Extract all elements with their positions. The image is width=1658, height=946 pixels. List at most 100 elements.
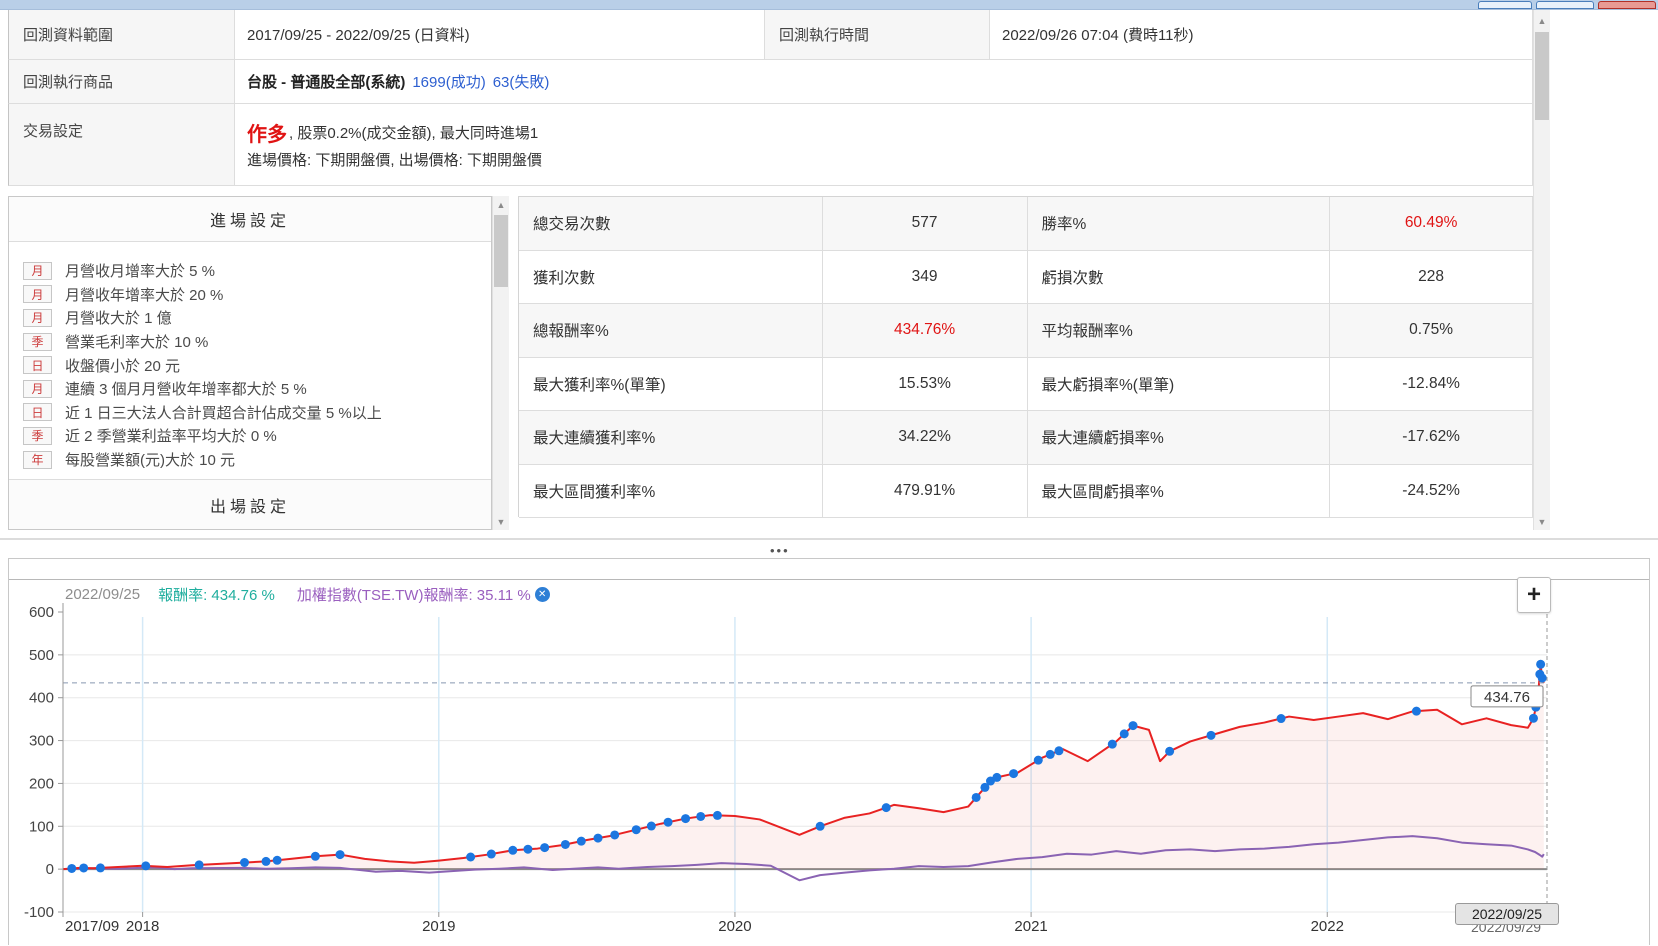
svg-text:2021: 2021 — [1014, 918, 1047, 935]
stats-table-row: 最大區間獲利率% 479.91% 最大區間虧損率% -24.52% — [519, 464, 1533, 518]
frequency-tag: 月 — [23, 379, 52, 398]
entry-settings-header: 進場設定 — [9, 197, 491, 242]
range-label: 回測資料範圍 — [8, 10, 235, 60]
stat-label: 最大連續獲利率% — [519, 411, 823, 465]
window-title-bar — [0, 0, 1658, 10]
legend-close-icon[interactable]: ✕ — [534, 586, 550, 602]
svg-text:2019: 2019 — [422, 918, 455, 935]
svg-text:200: 200 — [29, 775, 54, 792]
legend-date: 2022/09/25 — [65, 585, 141, 603]
stat-value: 0.75% — [1330, 304, 1533, 358]
svg-text:2022: 2022 — [1311, 918, 1344, 935]
svg-text:600: 600 — [29, 604, 54, 621]
entry-condition-row: 月 月營收大於 1 億 — [9, 306, 491, 330]
stat-value: 34.22% — [822, 411, 1028, 465]
window-button-2[interactable] — [1536, 1, 1594, 9]
entry-condition-row: 月 月營收月增率大於 5 % — [9, 259, 491, 283]
svg-text:2020: 2020 — [718, 918, 751, 935]
frequency-tag: 年 — [23, 450, 52, 469]
chart-legend: 2022/09/25 報酬率: 434.76 % 加權指數(TSE.TW)報酬率… — [65, 583, 550, 605]
svg-text:0: 0 — [46, 861, 54, 878]
stat-label: 最大連續虧損率% — [1027, 411, 1331, 465]
svg-text:2018: 2018 — [126, 918, 159, 935]
stat-label: 最大獲利率%(單筆) — [519, 357, 823, 411]
entry-condition-row: 日 近 1 日三大法人合計買超合計佔成交量 5 %以上 — [9, 401, 491, 425]
stat-label: 獲利次數 — [519, 250, 823, 304]
stats-table: 總交易次數 577 勝率% 60.49% 獲利次數 349 虧損次數 228 總… — [518, 196, 1533, 518]
fail-count-link[interactable]: 63(失敗) — [492, 74, 550, 91]
exec-time-label: 回測執行時間 — [765, 10, 990, 60]
exit-settings-header: 出場設定 — [9, 479, 491, 529]
stat-value: 434.76% — [822, 304, 1028, 358]
condition-text: 近 2 季營業利益率平均大於 0 % — [65, 428, 277, 446]
legend-benchmark-return: 加權指數(TSE.TW)報酬率: 35.11 % — [296, 586, 531, 604]
main-scrollbar[interactable]: ▲ ▼ — [1533, 10, 1550, 530]
scroll-up-arrow-icon[interactable]: ▲ — [1534, 12, 1550, 29]
stat-value: -24.52% — [1330, 464, 1533, 518]
entry-condition-row: 月 月營收年增率大於 20 % — [9, 283, 491, 307]
stat-value: 577 — [822, 197, 1028, 251]
condition-text: 月營收月增率大於 5 % — [65, 263, 216, 281]
chart-top-border — [9, 579, 1649, 580]
scroll-down-arrow-icon[interactable]: ▼ — [1534, 513, 1550, 530]
frequency-tag: 季 — [23, 426, 52, 445]
window-close-button[interactable] — [1598, 1, 1656, 9]
entry-condition-row: 日 收盤價小於 20 元 — [9, 353, 491, 377]
product-value: 台股 - 普通股全部(系統) 1699(成功) 63(失敗) — [235, 60, 1533, 104]
frequency-tag: 月 — [23, 308, 52, 327]
success-count-link[interactable]: 1699(成功) — [412, 74, 486, 91]
stat-value: 228 — [1330, 250, 1533, 304]
entry-condition-row: 年 每股營業額(元)大於 10 元 — [9, 448, 491, 472]
product-label: 回測執行商品 — [8, 60, 235, 104]
condition-text: 營業毛利率大於 10 % — [65, 334, 209, 352]
stat-label: 總報酬率% — [519, 304, 823, 358]
backtest-info-table: 回測資料範圍 2017/09/25 - 2022/09/25 (日資料) 回測執… — [8, 10, 1550, 186]
frequency-tag: 月 — [23, 285, 52, 304]
stats-table-row: 最大連續獲利率% 34.22% 最大連續虧損率% -17.62% — [519, 411, 1533, 465]
condition-text: 月營收年增率大於 20 % — [65, 286, 224, 304]
stat-label: 最大虧損率%(單筆) — [1027, 357, 1331, 411]
svg-text:2017/09: 2017/09 — [65, 918, 119, 935]
condition-text: 月營收大於 1 億 — [65, 310, 172, 328]
condition-text: 收盤價小於 20 元 — [65, 357, 181, 375]
svg-text:400: 400 — [29, 690, 54, 707]
stat-value: -12.84% — [1330, 357, 1533, 411]
trade-detail-text: , 股票0.2%(成交金額), 最大同時進場1 — [289, 124, 539, 142]
direction-long-text: 作多 — [247, 123, 287, 146]
entry-settings-panel: 進場設定 月 月營收月增率大於 5 % 月 月營收年增率大於 20 % 月 月營… — [8, 196, 492, 530]
stat-label: 最大區間獲利率% — [519, 464, 823, 518]
stat-value: 479.91% — [822, 464, 1028, 518]
frequency-tag: 日 — [23, 356, 52, 375]
returns-chart[interactable]: 434.76 600 500 400 300 200 100 0 -100 2017/09 2018… — [9, 579, 1649, 946]
svg-text:100: 100 — [29, 818, 54, 835]
stats-table-row: 最大獲利率%(單筆) 15.53% 最大虧損率%(單筆) -12.84% — [519, 357, 1533, 411]
stats-table-row: 獲利次數 349 虧損次數 228 — [519, 250, 1533, 304]
entry-panel-scrollbar[interactable]: ▲ ▼ — [492, 196, 509, 530]
stat-value: 15.53% — [822, 357, 1028, 411]
stats-table-row: 總交易次數 577 勝率% 60.49% — [519, 197, 1533, 251]
condition-text: 近 1 日三大法人合計買超合計佔成交量 5 %以上 — [65, 404, 382, 422]
axis-end-date-tooltip: 2022/09/25 — [1455, 903, 1559, 925]
splitter-drag-handle[interactable]: ••• — [770, 543, 790, 558]
product-name: 台股 - 普通股全部(系統) — [247, 74, 406, 91]
entry-condition-row: 月 連續 3 個月月營收年增率都大於 5 % — [9, 377, 491, 401]
scrollbar-thumb[interactable] — [494, 215, 508, 287]
scroll-up-arrow-icon[interactable]: ▲ — [493, 196, 509, 213]
scrollbar-thumb[interactable] — [1535, 32, 1549, 120]
svg-text:300: 300 — [29, 733, 54, 750]
stat-label: 平均報酬率% — [1027, 304, 1331, 358]
stat-label: 勝率% — [1027, 197, 1331, 251]
frequency-tag: 日 — [23, 403, 52, 422]
stat-value: -17.62% — [1330, 411, 1533, 465]
scroll-down-arrow-icon[interactable]: ▼ — [493, 513, 509, 530]
chart-zoom-plus-button[interactable]: + — [1517, 577, 1551, 613]
trade-setting-value: 作多 , 股票0.2%(成交金額), 最大同時進場1 進場價格: 下期開盤價, … — [235, 104, 1533, 186]
range-value: 2017/09/25 - 2022/09/25 (日資料) — [235, 10, 765, 60]
panel-splitter: ••• — [0, 538, 1658, 558]
trade-detail2-text: 進場價格: 下期開盤價, 出場價格: 下期開盤價 — [247, 151, 543, 169]
entry-conditions-list: 月 月營收月增率大於 5 % 月 月營收年增率大於 20 % 月 月營收大於 1… — [9, 243, 491, 479]
window-button-1[interactable] — [1478, 1, 1532, 9]
frequency-tag: 月 — [23, 261, 52, 280]
returns-chart-panel: 434.76 600 500 400 300 200 100 0 -100 2017/09 2018… — [8, 558, 1650, 945]
